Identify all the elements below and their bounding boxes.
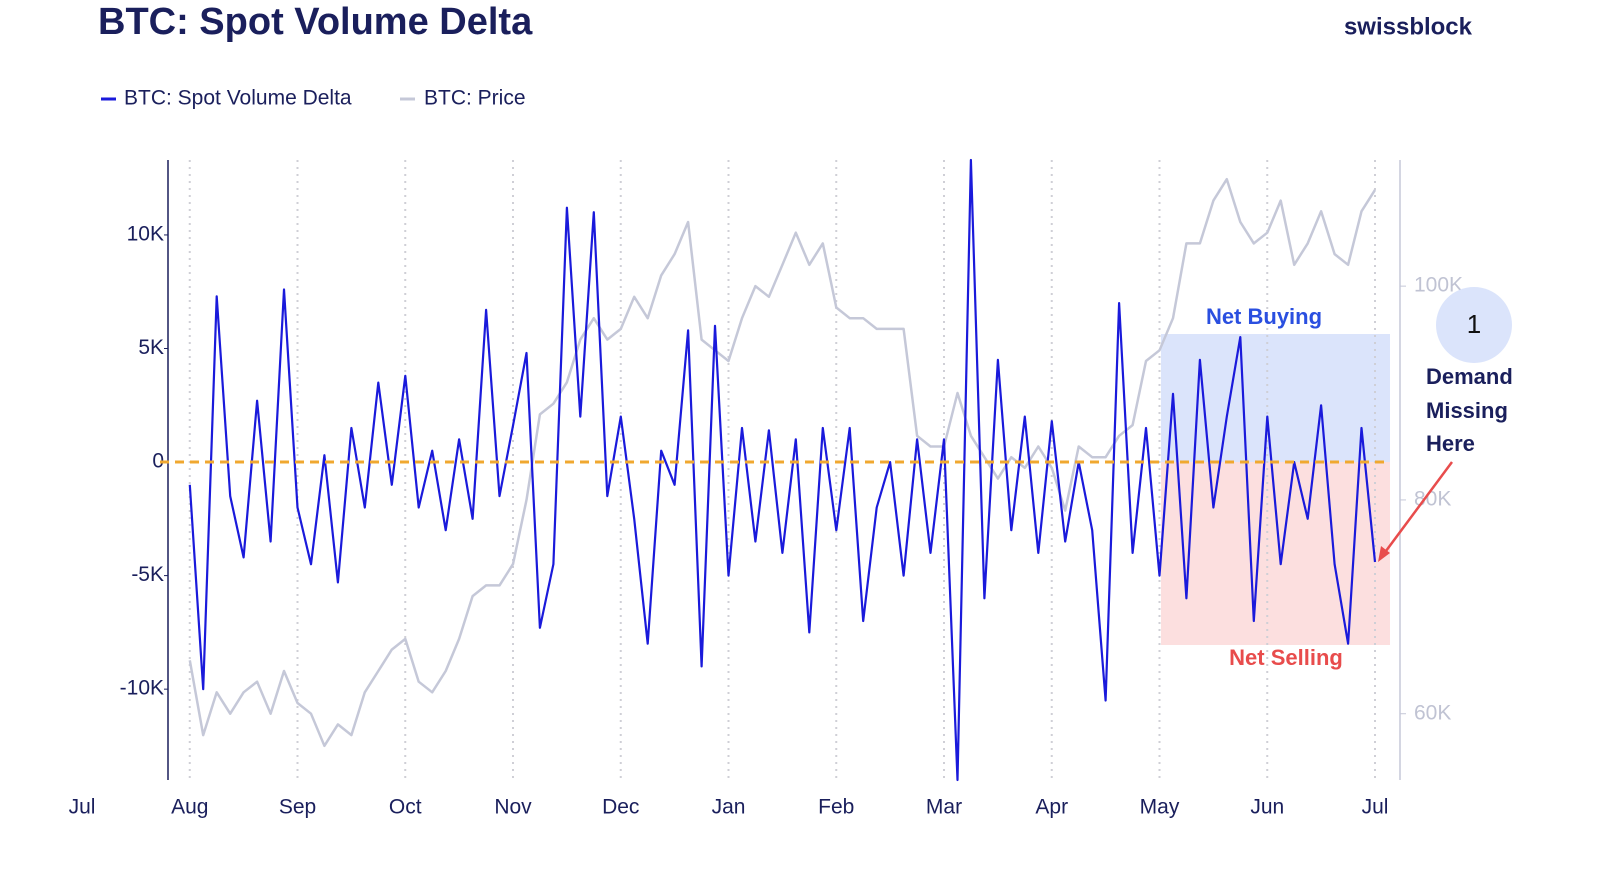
x-tick-label: Mar: [926, 796, 962, 819]
x-tick-label: Jun: [1250, 796, 1284, 819]
x-tick-label: Oct: [389, 796, 422, 819]
net-buying-region: [1161, 334, 1390, 462]
y2-tick-label: 100K: [1414, 274, 1463, 297]
annotation: Demand: [1426, 364, 1513, 389]
x-tick-label: Jul: [69, 796, 96, 819]
series-line: [188, 177, 1377, 748]
plot: Jul Aug Sep Oct Nov Dec Jan Feb Mar Apr May Jun Jul -…: [69, 158, 1463, 819]
series-line: [188, 158, 1377, 782]
arrow-head: [1378, 546, 1390, 562]
legend-label: BTC: Price: [424, 87, 526, 110]
marker-circle: [1436, 287, 1512, 363]
x-tick-label: Apr: [1035, 796, 1068, 819]
y-tick-label: 10K: [127, 222, 164, 245]
y2-tick-label: 60K: [1414, 701, 1451, 724]
x-tick-label: Jul: [1362, 796, 1389, 819]
brand: swissblock: [1344, 13, 1473, 40]
y-tick-label: -5K: [131, 563, 164, 586]
y-tick-label: -10K: [120, 677, 164, 700]
x-tick-label: Nov: [494, 796, 532, 819]
x-tick-label: Feb: [818, 796, 854, 819]
arrow: [1381, 461, 1454, 556]
legend: BTC: Spot Volume Delta BTC: Price: [101, 87, 526, 110]
annotation: Net Buying: [1206, 304, 1322, 329]
net-selling-region: [1161, 462, 1390, 645]
annotation: Net Selling: [1229, 645, 1343, 670]
x-tick-label: May: [1140, 796, 1180, 819]
y-tick-label: 0: [152, 450, 164, 473]
x-tick-label: Dec: [602, 796, 639, 819]
annotation: Missing: [1426, 398, 1508, 423]
y2-tick-label: 80K: [1414, 487, 1451, 510]
chart-title: BTC: Spot Volume Delta: [98, 1, 533, 43]
annotation: 1: [1467, 309, 1481, 339]
x-tick-label: Sep: [279, 796, 316, 819]
x-tick-label: Jan: [712, 796, 746, 819]
x-tick-label: Aug: [171, 796, 208, 819]
legend-label: BTC: Spot Volume Delta: [124, 87, 352, 110]
y-tick-label: 5K: [138, 336, 164, 359]
annotation: Here: [1426, 431, 1475, 456]
